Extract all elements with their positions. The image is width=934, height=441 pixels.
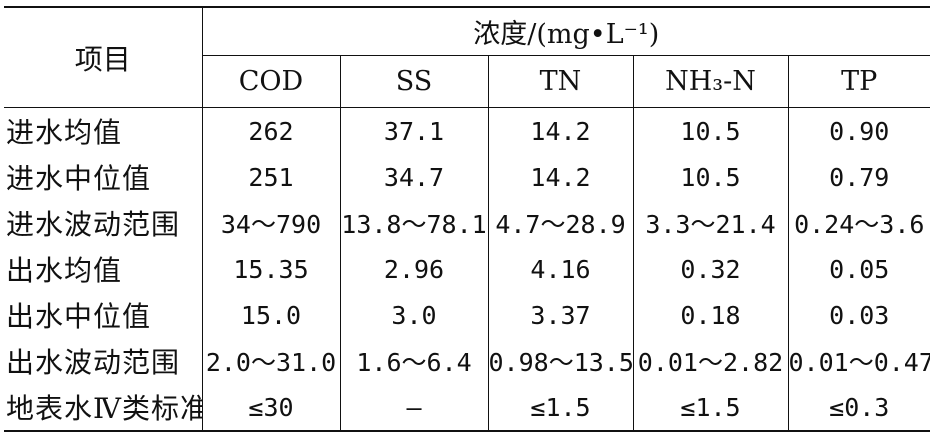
table-cell: 4.16 bbox=[488, 246, 634, 292]
table-cell: 0.24～3.6 bbox=[794, 210, 925, 239]
table-cell: ≤1.5 bbox=[633, 384, 789, 431]
water-quality-table: 项目 浓度/(mg•L⁻¹) COD SS TN NH₃-N TP 进水均值 2… bbox=[4, 6, 930, 432]
table-cell: 2.0～31.0 bbox=[202, 338, 341, 384]
table-row: 出水均值 15.35 2.96 4.16 0.32 0.05 bbox=[4, 246, 930, 292]
row-label: 出水均值 bbox=[4, 246, 203, 292]
header-row-2: COD SS TN NH₃-N TP bbox=[4, 55, 930, 108]
table-cell: 4.7～28.9 bbox=[488, 200, 634, 246]
table-cell: ≤1.5 bbox=[488, 384, 634, 431]
table-cell: 3.3～21.4 bbox=[633, 200, 789, 246]
column-header-nh3n: NH₃-N bbox=[633, 55, 789, 108]
table-cell: 0.32 bbox=[633, 246, 789, 292]
table-body: 进水均值 262 37.1 14.2 10.5 0.90 进水中位值 251 3… bbox=[4, 107, 930, 431]
table-cell: 3.0 bbox=[340, 292, 489, 338]
table-cell: 15.35 bbox=[202, 246, 341, 292]
table-cell: 262 bbox=[202, 107, 341, 154]
table-cell: ≤30 bbox=[202, 384, 341, 431]
table-cell: 0.05 bbox=[829, 254, 890, 284]
column-header-cod: COD bbox=[202, 55, 341, 108]
row-label: 进水均值 bbox=[4, 107, 203, 154]
table-cell: 0.90 bbox=[829, 116, 890, 146]
column-header-ss: SS bbox=[340, 55, 489, 108]
table-cell: 34～790 bbox=[202, 200, 341, 246]
header-row-1: 项目 浓度/(mg•L⁻¹) bbox=[4, 7, 930, 108]
table-cell: 1.6～6.4 bbox=[340, 338, 489, 384]
table-cell: ≤0.3 bbox=[829, 392, 890, 422]
table-cell: 251 bbox=[202, 154, 341, 200]
table-cell: 37.1 bbox=[340, 107, 489, 154]
table-row: 出水波动范围 2.0～31.0 1.6～6.4 0.98～13.56 0.01～… bbox=[4, 338, 930, 384]
table-cell: 34.7 bbox=[340, 154, 489, 200]
table-cell: 0.79 bbox=[829, 162, 890, 192]
table-cell: 10.5 bbox=[633, 154, 789, 200]
table-cell: 0.01～2.82 bbox=[633, 338, 789, 384]
header-item: 项目 bbox=[4, 7, 203, 108]
row-label: 出水中位值 bbox=[4, 292, 203, 338]
table-row: 进水均值 262 37.1 14.2 10.5 0.90 bbox=[4, 107, 930, 154]
table-cell: 0.18 bbox=[633, 292, 789, 338]
table-row: 出水中位值 15.0 3.0 3.37 0.18 0.03 bbox=[4, 292, 930, 338]
table-cell: 13.8～78.1 bbox=[340, 200, 489, 246]
row-label: 地表水Ⅳ类标准 bbox=[4, 384, 203, 431]
row-label: 进水波动范围 bbox=[4, 200, 203, 246]
column-header-tn: TN bbox=[488, 55, 634, 108]
table-row: 进水中位值 251 34.7 14.2 10.5 0.79 bbox=[4, 154, 930, 200]
table-cell: — bbox=[340, 384, 489, 431]
table-cell: 10.5 bbox=[633, 107, 789, 154]
table-header: 项目 浓度/(mg•L⁻¹) COD SS TN NH₃-N TP bbox=[4, 7, 930, 108]
table-cell: 15.0 bbox=[202, 292, 341, 338]
table-cell: 14.2 bbox=[488, 107, 634, 154]
table-cell: 3.37 bbox=[488, 292, 634, 338]
row-label: 出水波动范围 bbox=[4, 338, 203, 384]
table-cell: 2.96 bbox=[340, 246, 489, 292]
table-row: 进水波动范围 34～790 13.8～78.1 4.7～28.9 3.3～21.… bbox=[4, 200, 930, 246]
table-cell: 0.03 bbox=[829, 300, 890, 330]
table-row: 地表水Ⅳ类标准 ≤30 — ≤1.5 ≤1.5 ≤0.3 bbox=[4, 384, 930, 431]
table-cell: 0.01～0.47 bbox=[788, 348, 931, 377]
row-label: 进水中位值 bbox=[4, 154, 203, 200]
header-concentration: 浓度/(mg•L⁻¹) bbox=[202, 7, 930, 56]
table-cell: 0.98～13.56 bbox=[488, 338, 634, 384]
column-header-tp: TP bbox=[788, 55, 930, 108]
table-cell: 14.2 bbox=[488, 154, 634, 200]
